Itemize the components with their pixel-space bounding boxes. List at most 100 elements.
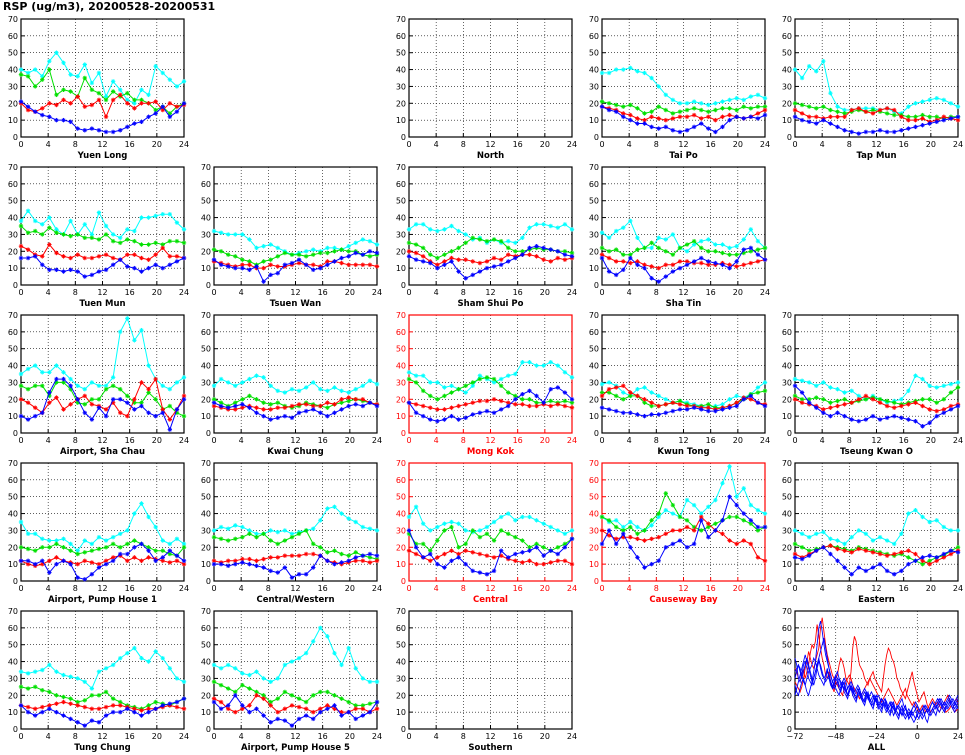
data-point <box>75 561 80 567</box>
data-point <box>713 260 718 266</box>
data-point <box>814 548 819 553</box>
y-tick-label: 40 <box>201 362 211 371</box>
data-point <box>218 249 224 254</box>
data-point <box>484 553 490 558</box>
data-point <box>755 555 761 560</box>
data-point <box>506 403 511 409</box>
data-point <box>54 363 59 368</box>
data-point <box>268 272 273 278</box>
data-point <box>491 397 497 402</box>
data-point <box>884 403 890 409</box>
data-point <box>118 531 123 536</box>
y-tick-label: 30 <box>8 674 18 683</box>
data-point <box>863 548 869 553</box>
series-blue <box>792 383 961 429</box>
data-point <box>160 265 165 271</box>
data-point <box>218 699 224 705</box>
y-tick-label: 20 <box>201 395 211 404</box>
series-blue <box>18 376 187 432</box>
data-point <box>110 709 116 715</box>
data-point <box>913 101 918 106</box>
data-point <box>906 388 911 394</box>
data-point <box>513 249 518 254</box>
data-point <box>727 405 732 410</box>
y-tick-label: 60 <box>8 476 18 485</box>
data-point <box>47 545 52 550</box>
x-tick-label: 12 <box>97 436 107 445</box>
data-point <box>699 528 704 533</box>
data-point <box>713 129 718 135</box>
data-point <box>491 568 497 574</box>
data-point <box>442 393 447 399</box>
data-point <box>160 410 165 415</box>
y-tick-label: 30 <box>589 230 599 239</box>
data-point <box>282 553 288 558</box>
data-point <box>47 662 52 668</box>
data-point <box>892 400 897 405</box>
data-point <box>877 417 883 422</box>
x-tick-label: 12 <box>97 140 107 149</box>
data-point <box>311 639 316 644</box>
x-tick-label: 0 <box>18 288 23 297</box>
data-point <box>498 262 504 267</box>
y-tick-label: 60 <box>396 180 406 189</box>
series-blue <box>599 393 768 419</box>
data-point <box>628 410 633 415</box>
data-point <box>755 116 761 121</box>
data-point <box>233 709 238 715</box>
data-point <box>146 114 151 119</box>
data-point <box>318 386 323 392</box>
x-tick-label: 24 <box>372 732 382 741</box>
x-tick-label: 12 <box>485 288 495 297</box>
y-tick-label: 20 <box>589 247 599 256</box>
data-point <box>927 407 932 412</box>
data-point <box>75 720 80 725</box>
x-tick-label: 12 <box>290 732 300 741</box>
data-point <box>132 538 137 543</box>
y-tick-label: 0 <box>13 281 18 290</box>
data-point <box>282 689 288 695</box>
data-point <box>684 518 690 523</box>
data-point <box>470 550 475 555</box>
y-tick-label: 10 <box>396 708 406 717</box>
data-point <box>670 408 676 414</box>
data-point <box>699 511 704 516</box>
series-line <box>601 240 766 256</box>
data-point <box>254 558 259 563</box>
panel-title: Tai Po <box>669 151 698 161</box>
data-point <box>275 254 280 259</box>
x-tick-label: 16 <box>125 436 135 445</box>
x-tick-label: 24 <box>953 140 963 149</box>
y-tick-label: 40 <box>201 658 211 667</box>
data-point <box>96 720 102 725</box>
data-point <box>374 558 380 563</box>
data-point <box>562 257 568 262</box>
data-point <box>884 415 890 421</box>
x-tick-label: 20 <box>926 584 936 593</box>
data-point <box>606 528 612 533</box>
data-point <box>218 376 224 382</box>
y-tick-label: 70 <box>201 607 211 616</box>
series-line <box>20 698 185 727</box>
data-point <box>741 511 746 516</box>
data-point <box>755 385 761 390</box>
data-point <box>927 383 932 388</box>
y-tick-label: 40 <box>589 214 599 223</box>
data-point <box>527 548 532 553</box>
data-point <box>125 528 130 533</box>
data-point <box>948 381 954 387</box>
data-point <box>691 502 697 508</box>
data-point <box>103 114 109 119</box>
data-point <box>89 80 95 86</box>
data-point <box>849 534 854 540</box>
data-point <box>32 383 38 388</box>
data-point <box>562 222 568 227</box>
data-point <box>562 558 568 563</box>
data-point <box>621 225 626 230</box>
data-point <box>82 723 87 728</box>
data-point <box>748 521 754 526</box>
x-tick-label: 20 <box>345 288 355 297</box>
data-point <box>289 415 295 421</box>
x-tick-label: 16 <box>125 288 135 297</box>
